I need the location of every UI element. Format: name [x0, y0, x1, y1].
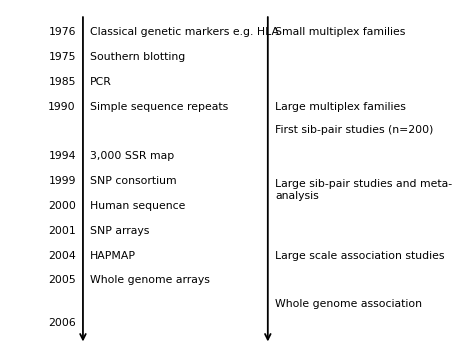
Text: 2001: 2001 [48, 226, 76, 236]
Text: Small multiplex families: Small multiplex families [275, 27, 405, 37]
Text: HAPMAP: HAPMAP [90, 251, 136, 261]
Text: 2004: 2004 [48, 251, 76, 261]
Text: SNP arrays: SNP arrays [90, 226, 149, 236]
Text: Classical genetic markers e.g. HLA: Classical genetic markers e.g. HLA [90, 27, 279, 37]
Text: Large scale association studies: Large scale association studies [275, 251, 445, 261]
Text: Large sib-pair studies and meta-
analysis: Large sib-pair studies and meta- analysi… [275, 179, 452, 201]
Text: 1985: 1985 [48, 77, 76, 87]
Text: Whole genome arrays: Whole genome arrays [90, 275, 210, 285]
Text: 1976: 1976 [48, 27, 76, 37]
Text: 1975: 1975 [48, 52, 76, 62]
Text: 1994: 1994 [48, 151, 76, 161]
Text: 3,000 SSR map: 3,000 SSR map [90, 151, 174, 161]
Text: SNP consortium: SNP consortium [90, 176, 177, 186]
Text: Simple sequence repeats: Simple sequence repeats [90, 102, 228, 111]
Text: 1990: 1990 [48, 102, 76, 111]
Text: First sib-pair studies (n=200): First sib-pair studies (n=200) [275, 125, 433, 135]
Text: 1999: 1999 [48, 176, 76, 186]
Text: 2005: 2005 [48, 275, 76, 285]
Text: 2006: 2006 [48, 318, 76, 328]
Text: 2000: 2000 [48, 201, 76, 211]
Text: Southern blotting: Southern blotting [90, 52, 185, 62]
Text: Large multiplex families: Large multiplex families [275, 102, 406, 111]
Text: Whole genome association: Whole genome association [275, 299, 422, 308]
Text: Human sequence: Human sequence [90, 201, 185, 211]
Text: PCR: PCR [90, 77, 112, 87]
